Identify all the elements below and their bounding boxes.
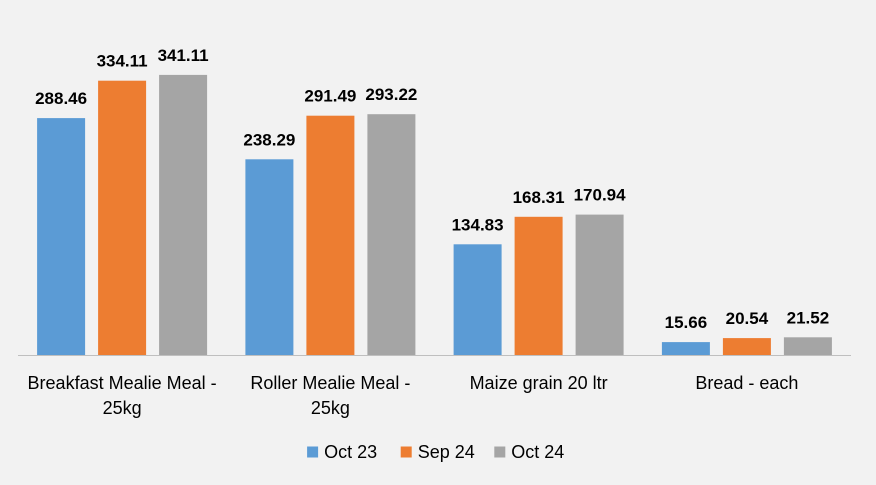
legend-swatch [494, 446, 506, 458]
value-label: 293.22 [365, 85, 417, 104]
value-label: 15.66 [665, 313, 708, 332]
legend-label: Sep 24 [418, 442, 475, 462]
category-label: Roller Mealie Meal - [250, 373, 410, 393]
bar-sep-24-2 [514, 216, 563, 355]
bar-oct-24-0 [159, 74, 208, 356]
bar-oct-23-0 [37, 118, 86, 355]
value-label: 134.83 [452, 215, 504, 234]
bars [37, 74, 832, 356]
value-label: 20.54 [726, 309, 769, 328]
category-label: 25kg [311, 398, 350, 418]
bar-oct-24-2 [575, 214, 624, 355]
category-labels: Breakfast Mealie Meal - 25kg Roller Mealie… [28, 373, 799, 418]
legend-label: Oct 23 [324, 442, 377, 462]
category-label: Bread - each [695, 373, 798, 393]
value-label: 170.94 [574, 186, 627, 205]
bar-sep-24-3 [722, 338, 771, 355]
legend-label: Oct 24 [511, 442, 564, 462]
legend-swatch [307, 446, 319, 458]
value-label: 168.31 [513, 188, 565, 207]
legend-swatch [400, 446, 412, 458]
bar-oct-23-2 [453, 244, 502, 355]
bar-sep-24-0 [98, 80, 147, 355]
value-label: 238.29 [243, 130, 295, 149]
bar-oct-23-1 [245, 159, 294, 355]
legend: Oct 23 Sep 24 Oct 24 [307, 442, 564, 462]
category-label: Maize grain 20 ltr [470, 373, 608, 393]
bar-oct-23-3 [661, 342, 710, 355]
category-label: Breakfast Mealie Meal - [28, 373, 217, 393]
bar-oct-24-3 [783, 337, 832, 355]
value-label: 341.11 [158, 46, 209, 65]
value-label: 21.52 [787, 308, 830, 327]
value-label: 288.46 [35, 89, 87, 108]
category-label: 25kg [103, 398, 142, 418]
bar-oct-24-1 [367, 114, 416, 355]
bar-sep-24-1 [306, 115, 355, 355]
value-label: 291.49 [304, 87, 356, 106]
value-labels: 288.46 334.11 341.11 238.29 291.49 293.22 134.… [35, 46, 829, 332]
value-label: 334.11 [97, 52, 148, 71]
